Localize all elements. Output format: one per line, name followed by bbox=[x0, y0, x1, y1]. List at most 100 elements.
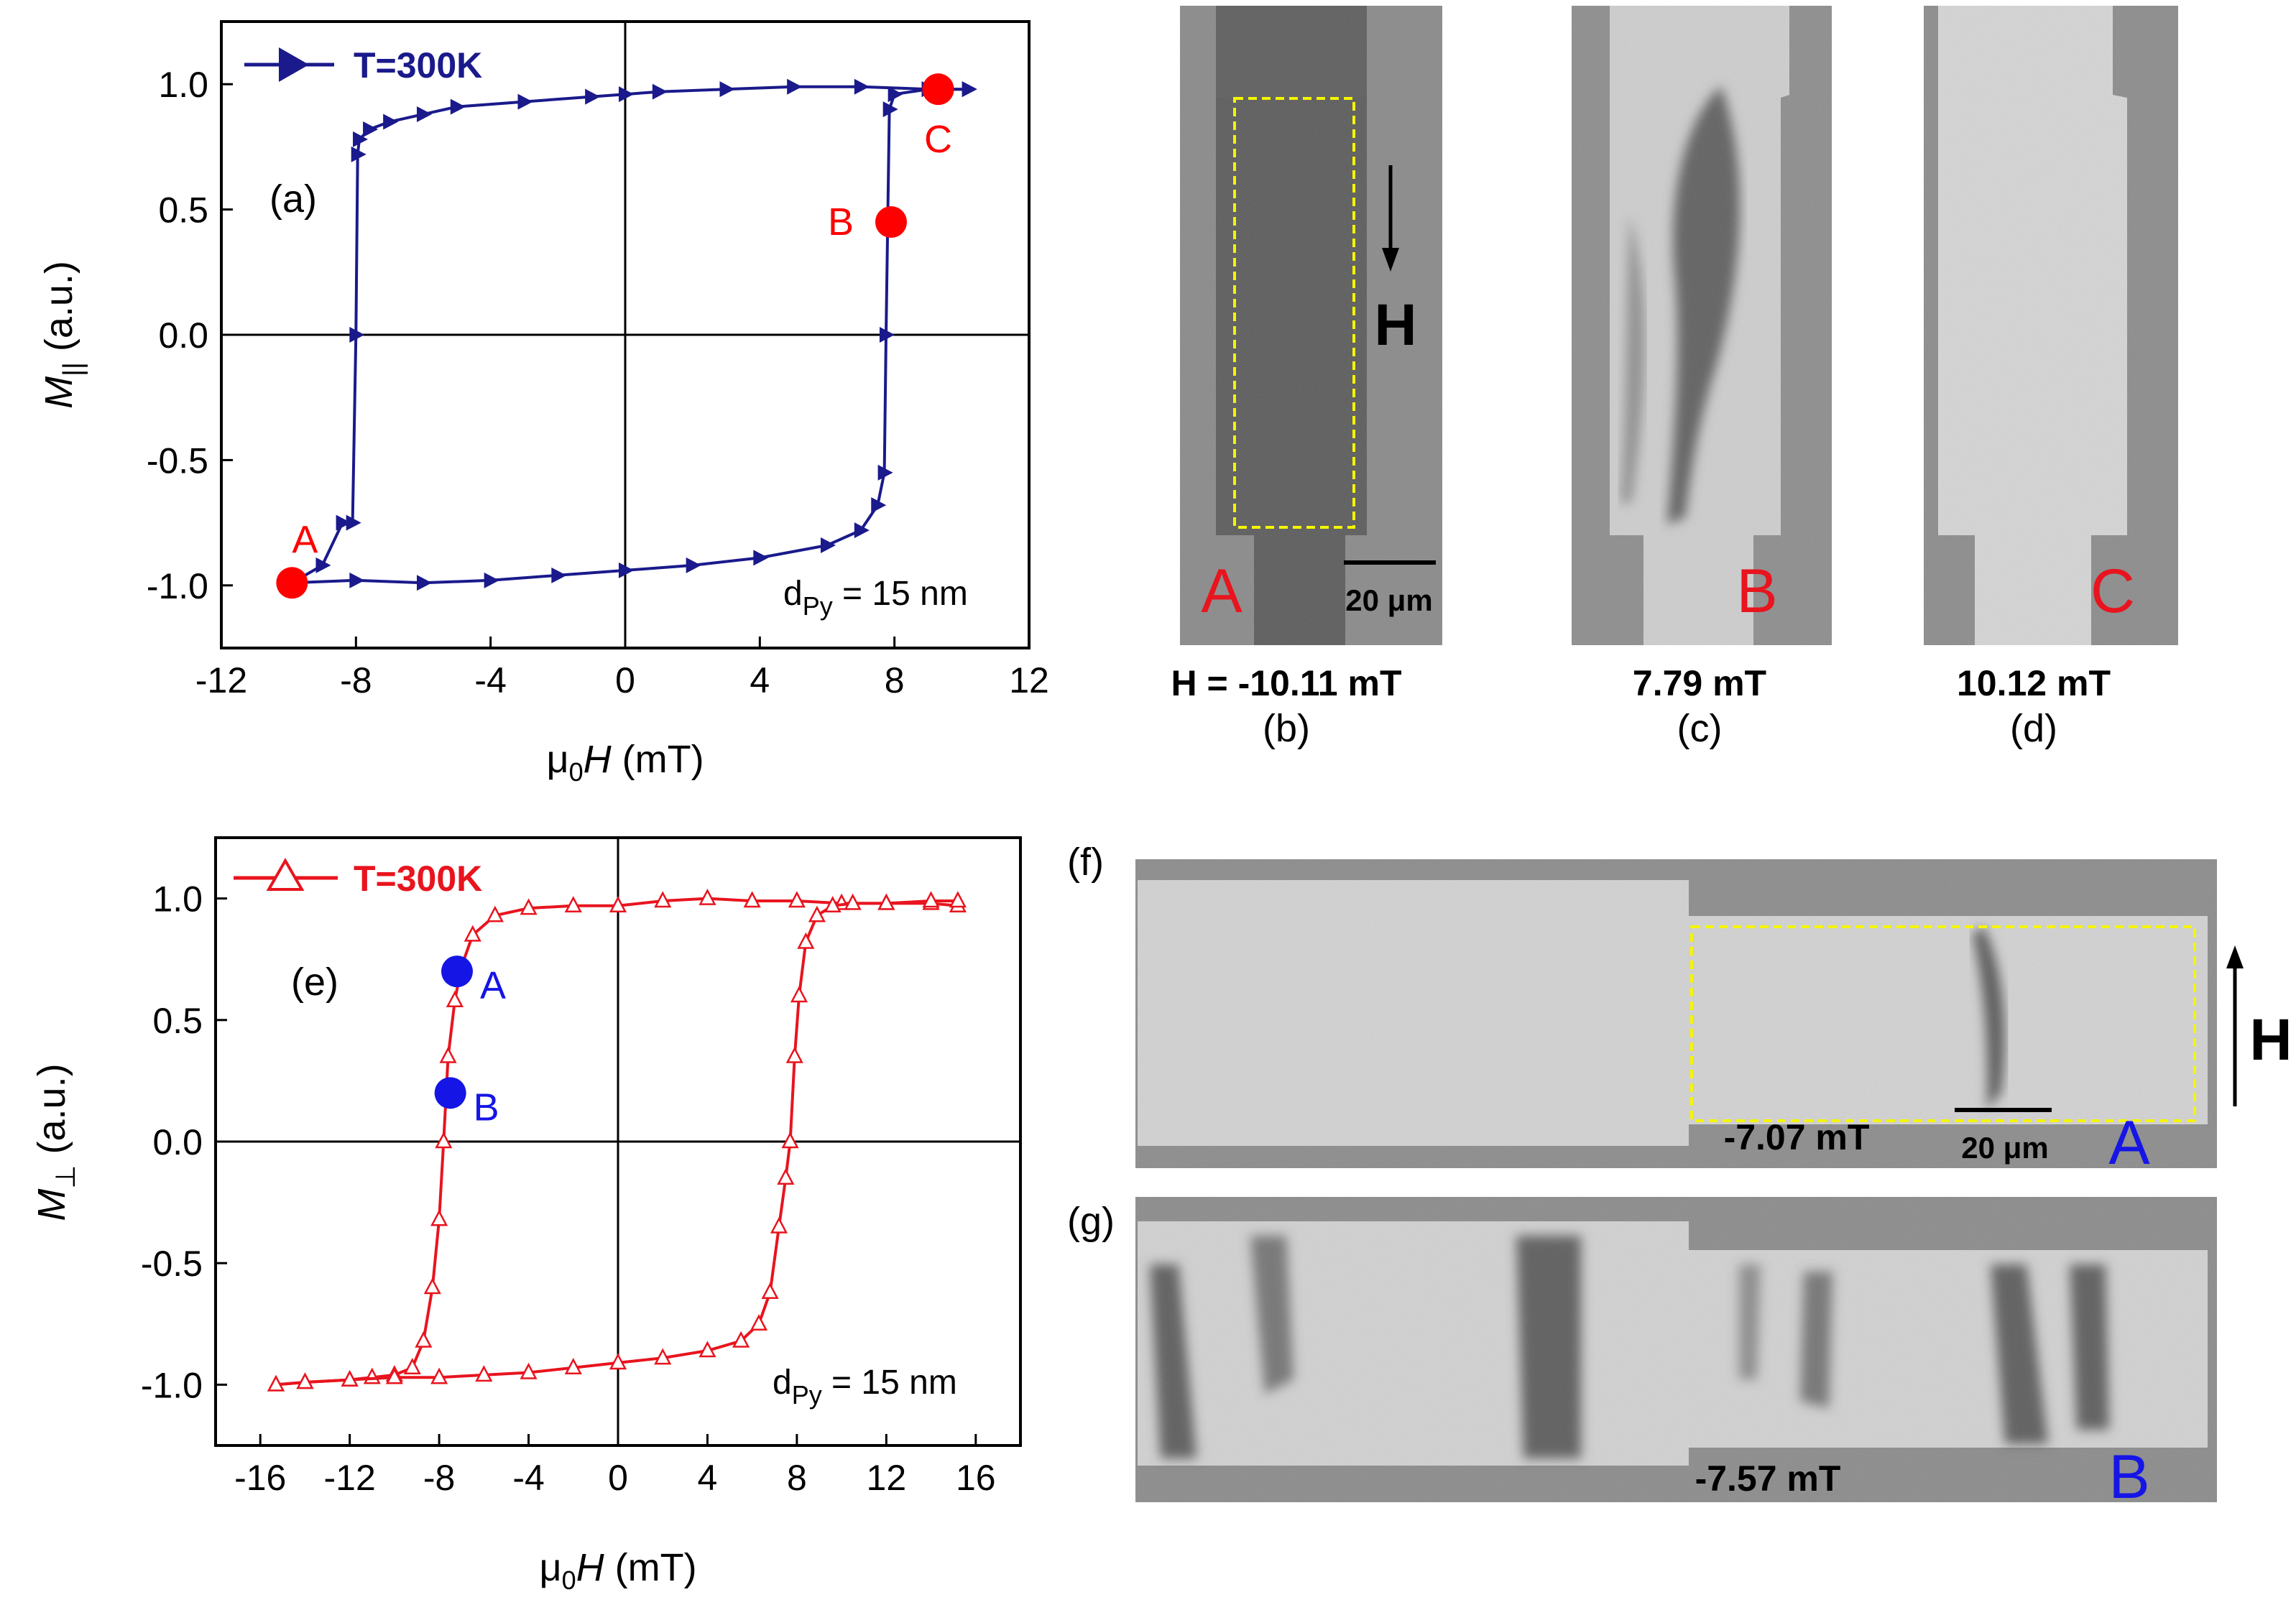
plot-e-annotation: dPy = 15 nm bbox=[773, 1364, 957, 1410]
image-d-kerr-micrograph: C 10.12 mT (d) bbox=[1924, 6, 2178, 750]
plot-a-series-descending-point bbox=[346, 514, 361, 531]
plot-e-series-descending-point bbox=[486, 905, 504, 922]
image-b-noise bbox=[1180, 6, 1442, 645]
plot-e-y-tick-label: -0.5 bbox=[141, 1244, 203, 1284]
plot-a-series-ascending-point bbox=[871, 497, 887, 514]
plot-e-panel-label: (e) bbox=[291, 961, 338, 1004]
plot-e-legend-marker bbox=[266, 857, 305, 891]
plot-e-series-descending-point bbox=[464, 925, 481, 942]
plot-e-series-ascending-point bbox=[922, 891, 940, 908]
plot-a-series-ascending-point bbox=[854, 522, 870, 539]
plot-a-series-descending-point bbox=[450, 98, 466, 115]
plot-e-y-tick-label: 0.5 bbox=[152, 1001, 203, 1041]
plot-e-series-ascending-point bbox=[949, 891, 967, 908]
plot-e-series-ascending-point bbox=[296, 1372, 314, 1389]
plot-e-series-ascending-point bbox=[475, 1365, 493, 1382]
plot-e-x-tick-label: -4 bbox=[512, 1458, 544, 1498]
plot-a-x-tick-label: -8 bbox=[340, 660, 372, 700]
plot-e-x-tick-label: -16 bbox=[234, 1458, 286, 1498]
plot-e-series-descending-point bbox=[415, 1331, 433, 1348]
plot-a-series-descending-point bbox=[336, 514, 351, 531]
image-b-panel-label: (b) bbox=[1263, 707, 1310, 750]
plot-e-series-descending-point bbox=[435, 1132, 453, 1149]
plot-e-marker-B bbox=[434, 1077, 466, 1109]
plot-e-series bbox=[267, 888, 967, 1392]
plot-a-marker-A bbox=[276, 567, 308, 599]
plot-a-marker-C bbox=[922, 73, 954, 106]
plot-a-x-tick-label: 0 bbox=[615, 660, 635, 700]
image-d-noise bbox=[1924, 6, 2178, 645]
image-c-caption-value: 7.79 mT bbox=[1633, 663, 1766, 703]
image-b-letter: A bbox=[1201, 557, 1242, 626]
plot-e-series-ascending-point bbox=[430, 1367, 448, 1384]
plot-e-series-ascending-point bbox=[770, 1216, 788, 1234]
plot-e-x-tick-label: -8 bbox=[423, 1458, 455, 1498]
plot-e-series-descending-point bbox=[699, 888, 716, 905]
image-f-panel-label: (f) bbox=[1067, 841, 1104, 884]
plot-e-series-descending-point bbox=[403, 1358, 421, 1374]
image-f-kerr-micrograph: (f) H -7.07 mT 20 μm A bbox=[1067, 841, 2292, 1178]
plot-a-series-ascending-point bbox=[619, 562, 634, 578]
plot-e-series-ascending-point bbox=[654, 1348, 672, 1365]
plot-a-series-descending-point bbox=[854, 78, 870, 95]
plot-e-y-tick-label: 1.0 bbox=[152, 879, 203, 920]
plot-a-ticks: -12 -8 -4 0 4 8 12 -1.0 -0.5 0.0 0.5 1.0 bbox=[147, 65, 1049, 700]
image-c-noise bbox=[1572, 6, 1832, 645]
plot-a-y-tick-label: 1.0 bbox=[158, 65, 208, 105]
plot-e-series-ascending-point bbox=[267, 1374, 285, 1392]
plot-a-series-ascending-line bbox=[292, 88, 969, 585]
plot-e-x-tick-label: 12 bbox=[867, 1458, 907, 1498]
plot-e-ylabel: M⊥ (a.u.) bbox=[30, 1063, 81, 1221]
plot-e-x-tick-label: 0 bbox=[608, 1458, 628, 1498]
image-g-value: -7.57 mT bbox=[1695, 1458, 1841, 1499]
plot-a-x-tick-label: 4 bbox=[750, 660, 770, 700]
plot-e-series-ascending-point bbox=[750, 1314, 768, 1331]
plot-a-x-tick-label: 8 bbox=[885, 660, 905, 700]
image-b-caption-value: H = -10.11 mT bbox=[1171, 663, 1402, 703]
plot-a-y-tick-label: -1.0 bbox=[147, 566, 208, 606]
plot-e-marker-A bbox=[441, 956, 473, 988]
plot-e-series-ascending-point bbox=[699, 1341, 716, 1358]
plot-a-series-ascending-point bbox=[417, 575, 432, 591]
plot-e-zero-lines bbox=[216, 838, 1020, 1445]
image-b-scalebar-label: 20 μm bbox=[1345, 583, 1432, 617]
plot-a-y-tick-label: 0.0 bbox=[158, 315, 208, 356]
plot-e-series-descending-point bbox=[788, 891, 806, 908]
plot-e-series-ascending-point bbox=[564, 1358, 582, 1374]
image-d-letter: C bbox=[2090, 557, 2135, 626]
plot-e-series-ascending-point bbox=[777, 1168, 795, 1185]
plot-e-series-descending-point bbox=[654, 891, 672, 908]
plot-e-series-ascending-point bbox=[781, 1132, 799, 1149]
plot-a-series-descending-point bbox=[619, 86, 634, 103]
image-f-field-label: H bbox=[2249, 1007, 2292, 1073]
plot-a-series-ascending-point bbox=[887, 86, 903, 103]
plot-e-series-ascending-point bbox=[609, 1353, 627, 1370]
plot-a-legend-marker bbox=[279, 47, 309, 82]
plot-a-y-tick-label: 0.5 bbox=[158, 190, 208, 231]
plot-a-series-ascending-point bbox=[879, 327, 895, 343]
plot-e-series-descending-point bbox=[520, 898, 538, 915]
image-f-value: -7.07 mT bbox=[1724, 1117, 1870, 1157]
plot-a-series-descending-point bbox=[363, 121, 379, 137]
plot-a-series-descending-point bbox=[787, 78, 803, 95]
plot-e-ticks: -16 -12 -8 -4 0 4 8 12 16 -1.0 -0.5 0.0 0.5 1.0 bbox=[141, 879, 996, 1498]
plot-a-ylabel: M|| (a.u.) bbox=[37, 261, 88, 409]
image-b-field-label: H bbox=[1374, 292, 1416, 358]
plot-e-y-tick-label: 0.0 bbox=[152, 1122, 203, 1162]
plot-a-series-ascending-point bbox=[962, 81, 977, 98]
image-g-panel-label: (g) bbox=[1067, 1200, 1115, 1243]
plot-a-series-descending-point bbox=[351, 146, 366, 162]
plot-e-series-descending-point bbox=[430, 1209, 448, 1226]
plot-a-zero-lines bbox=[221, 22, 1029, 648]
image-d-caption-value: 10.12 mT bbox=[1957, 663, 2111, 703]
plot-e-series-ascending-point bbox=[808, 905, 826, 922]
plot-e-series-ascending-point bbox=[824, 896, 842, 912]
image-b-field-arrow-head bbox=[1382, 248, 1399, 272]
plot-a-magnetization-parallel: -12 -8 -4 0 4 8 12 -1.0 -0.5 0.0 0.5 1.0 A B C T=300K… bbox=[37, 20, 1049, 787]
plot-e-marker-label-A: A bbox=[480, 964, 506, 1007]
plot-e-series-ascending-point bbox=[785, 1046, 803, 1063]
plot-e-xlabel: μ0H (mT) bbox=[539, 1546, 696, 1595]
plot-a-series-descending-point bbox=[417, 106, 432, 123]
plot-a-series-ascending-point bbox=[877, 464, 893, 481]
plot-e-series-descending-point bbox=[609, 896, 627, 912]
